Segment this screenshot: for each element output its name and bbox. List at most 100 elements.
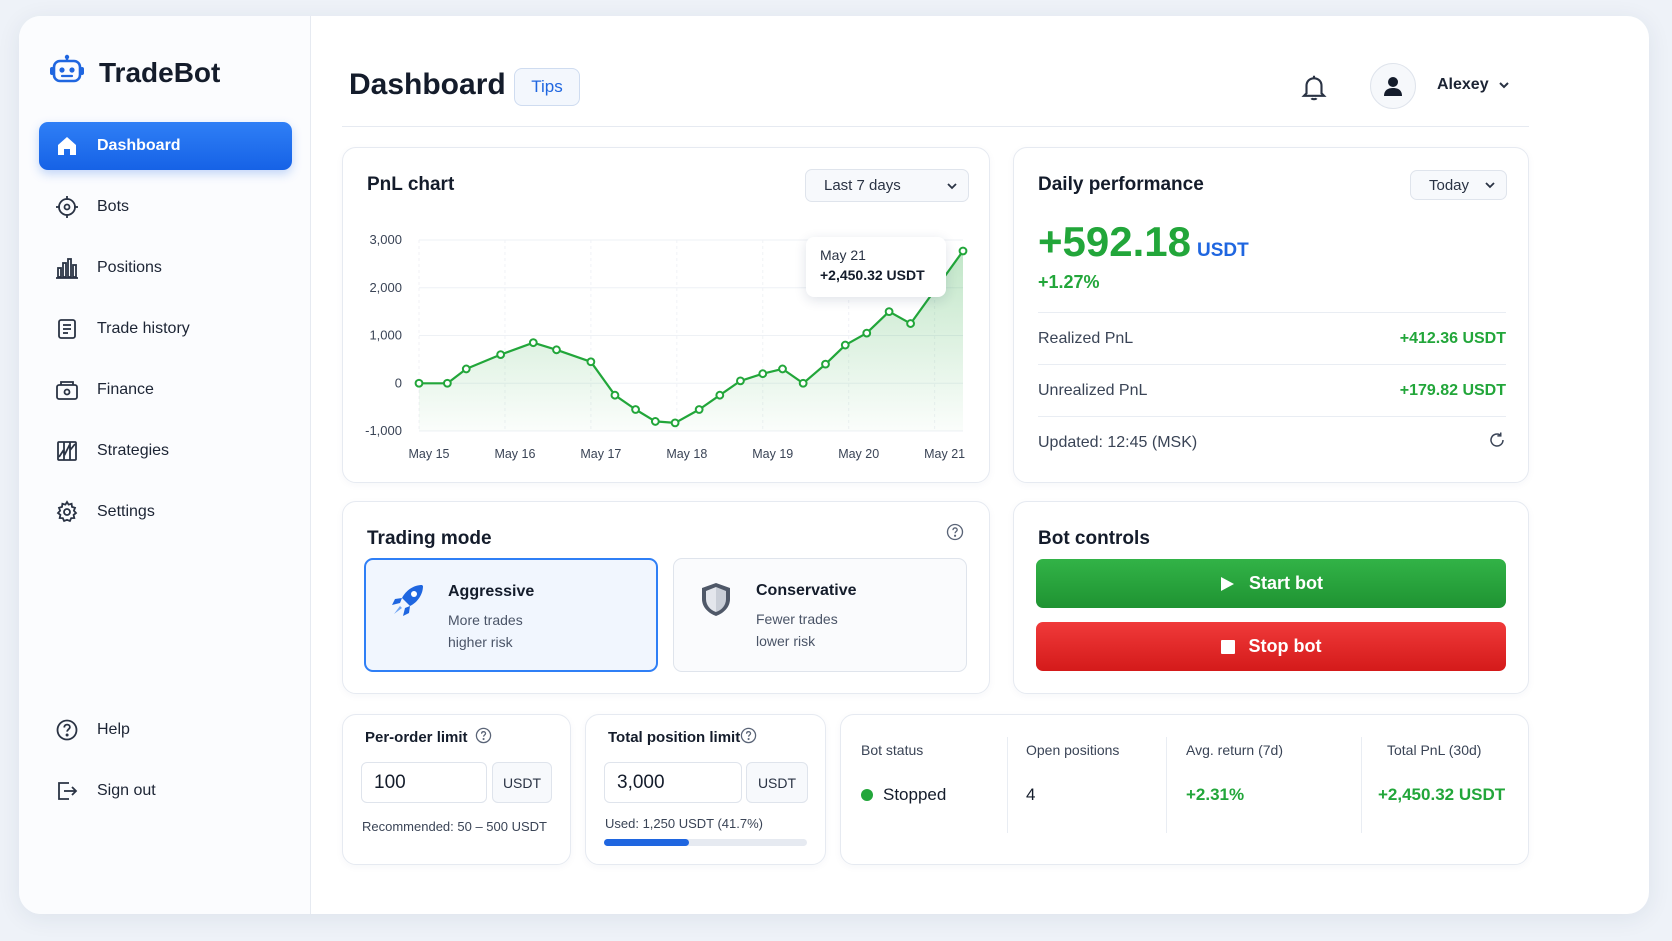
- help-circle-icon: [56, 719, 78, 741]
- pnl-point: [694, 405, 704, 414]
- sidebar-item-help[interactable]: Help: [39, 706, 292, 754]
- sign-out-icon: [58, 782, 78, 800]
- y-tick-label: 3,000: [369, 232, 402, 247]
- chevron-down-icon[interactable]: [1497, 78, 1511, 92]
- stat-total-pnl: Total PnL (30d) +2,450.32 USDT: [1378, 715, 1518, 866]
- stop-bot-button[interactable]: Stop bot: [1036, 622, 1506, 671]
- sidebar-item-bots[interactable]: Bots: [39, 183, 292, 231]
- x-tick-label: May 15: [409, 447, 450, 461]
- pnl-point: [552, 345, 561, 355]
- pnl-point: [442, 378, 452, 388]
- stat-value: +2,450.32 USDT: [1378, 785, 1506, 804]
- mode-conservative[interactable]: Conservative Fewer trades lower risk: [673, 558, 967, 672]
- sidebar-item-settings[interactable]: Settings: [39, 488, 292, 536]
- avatar[interactable]: [1370, 63, 1416, 109]
- start-bot-label: Start bot: [1249, 573, 1323, 593]
- sidebar-item-dashboard[interactable]: Dashboard: [39, 122, 292, 170]
- stat-bot-status: Bot status Stopped: [861, 715, 1011, 866]
- pnl-point: [821, 359, 830, 369]
- per-order-limit-input[interactable]: 100: [361, 762, 487, 803]
- sidebar-bottom-nav: Help Sign out: [39, 706, 292, 828]
- row-label: Unrealized PnL: [1038, 381, 1148, 399]
- help-circle-icon[interactable]: [740, 727, 757, 744]
- pnl-point: [906, 319, 915, 328]
- play-icon: [1221, 576, 1234, 591]
- pnl-point: [610, 390, 620, 400]
- mode-description: More trades: [448, 612, 523, 628]
- sidebar-item-label: Trade history: [97, 320, 190, 337]
- sidebar-item-trade-history[interactable]: Trade history: [39, 305, 292, 353]
- tips-button[interactable]: Tips: [514, 68, 580, 106]
- y-tick-label: 0: [395, 375, 402, 390]
- pnl-point: [798, 378, 808, 388]
- range-select[interactable]: Last 7 days: [805, 169, 969, 202]
- strategy-icon: [57, 441, 77, 461]
- per-order-recommendation: Recommended: 50 – 500 USDT: [362, 819, 547, 834]
- mode-description: lower risk: [756, 633, 816, 649]
- help-circle-icon[interactable]: [475, 727, 492, 744]
- stat-label: Open positions: [1026, 742, 1120, 758]
- document-icon: [58, 319, 76, 339]
- sidebar-item-label: Settings: [97, 503, 155, 520]
- username[interactable]: Alexey: [1437, 76, 1489, 93]
- pnl-point: [736, 376, 745, 386]
- pnl-point: [958, 246, 968, 256]
- updated-row: Updated: 12:45 (MSK): [1038, 416, 1506, 468]
- home-icon: [58, 137, 76, 155]
- refresh-icon[interactable]: [1488, 431, 1506, 454]
- mode-description: Fewer trades: [756, 611, 838, 627]
- total-position-limit-title: Total position limit: [608, 729, 741, 746]
- pnl-point: [715, 390, 725, 400]
- per-order-unit: USDT: [492, 762, 552, 803]
- chevron-down-icon: [1485, 182, 1495, 189]
- y-tick-label: 2,000: [369, 280, 402, 295]
- row-label: Realized PnL: [1038, 329, 1134, 347]
- unrealized-pnl-row: Unrealized PnL +179.82 USDT: [1038, 364, 1506, 416]
- daily-pnl-percent: +1.27%: [1038, 272, 1100, 292]
- y-tick-label: -1,000: [365, 423, 402, 438]
- app-name: TradeBot: [99, 56, 221, 88]
- pnl-point: [650, 417, 660, 426]
- help-circle-icon[interactable]: [946, 523, 964, 541]
- header-divider: [342, 126, 1529, 127]
- stat-divider: [1166, 737, 1167, 833]
- daily-performance-card: Daily performance Today +592.18 USDT +1.…: [1013, 147, 1529, 483]
- brand[interactable]: TradeBot: [49, 54, 220, 91]
- pnl-point: [840, 340, 850, 350]
- stop-icon: [1220, 639, 1235, 654]
- sidebar: TradeBot Dashboard Bots Positions Trade …: [19, 16, 311, 914]
- rocket-icon: [388, 580, 428, 620]
- pnl-chart[interactable]: 3,000 2,000 1,000 0 -1,000 May 15 May 16 May 17…: [343, 148, 991, 484]
- x-tick-label: May 20: [838, 447, 879, 461]
- pnl-point: [461, 364, 471, 374]
- stat-avg-return: Avg. return (7d) +2.31%: [1186, 715, 1356, 866]
- sidebar-nav: Dashboard Bots Positions Trade history F…: [39, 122, 292, 549]
- sidebar-item-label: Bots: [97, 198, 130, 215]
- range-select-value: Last 7 days: [824, 177, 901, 194]
- bot-status-value: Stopped: [883, 785, 947, 804]
- pnl-point: [631, 405, 640, 414]
- total-position-limit-card: Total position limit 3,000 USDT Used: 1,…: [585, 714, 826, 865]
- status-dot-icon: [861, 789, 873, 801]
- mode-title: Aggressive: [448, 583, 535, 600]
- sidebar-item-positions[interactable]: Positions: [39, 244, 292, 292]
- pnl-point: [884, 307, 894, 317]
- mode-aggressive[interactable]: Aggressive More trades higher risk: [364, 558, 658, 672]
- pnl-chart-card: PnL chart Last 7 days 3,000 2,000 1,000 0 -1…: [342, 147, 990, 483]
- total-position-limit-input[interactable]: 3,000: [604, 762, 742, 803]
- robot-icon: [49, 54, 85, 91]
- period-select-value: Today: [1429, 176, 1470, 194]
- sidebar-item-finance[interactable]: Finance: [39, 366, 292, 414]
- pnl-point: [778, 364, 787, 374]
- sidebar-item-label: Finance: [97, 381, 154, 398]
- sidebar-item-strategies[interactable]: Strategies: [39, 427, 292, 475]
- bell-icon[interactable]: [1299, 72, 1329, 102]
- page-title: Dashboard: [349, 68, 506, 101]
- x-tick-label: May 19: [752, 447, 793, 461]
- pnl-point: [586, 357, 596, 367]
- start-bot-button[interactable]: Start bot: [1036, 559, 1506, 608]
- stat-label: Total PnL (30d): [1387, 742, 1482, 758]
- sidebar-item-sign-out[interactable]: Sign out: [39, 767, 292, 815]
- realized-pnl-row: Realized PnL +412.36 USDT: [1038, 312, 1506, 364]
- period-select[interactable]: Today: [1410, 170, 1507, 200]
